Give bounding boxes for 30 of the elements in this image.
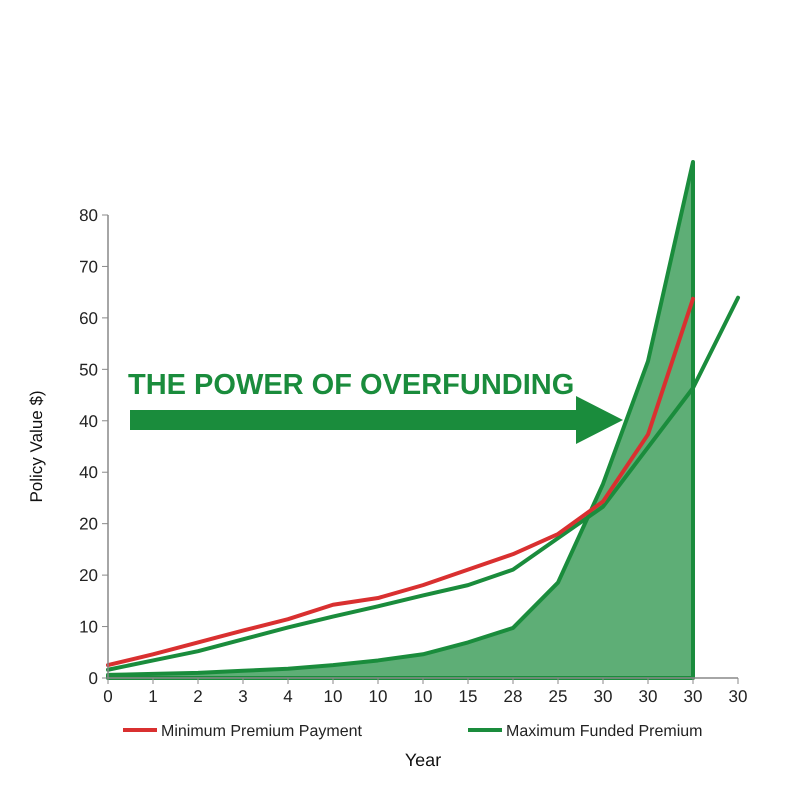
text: 60: [79, 308, 98, 328]
x-tick-label: 0: [103, 687, 113, 706]
text: 40: [79, 463, 98, 482]
x-tick-label: 4: [283, 687, 293, 706]
annotation: THE POWER OF OVERFUNDING: [128, 369, 574, 401]
x-tick-label: 28: [504, 687, 522, 706]
x-tick-label: 25: [548, 687, 568, 706]
x-tick-label: 2: [193, 687, 203, 706]
x-axis-title: Year: [404, 750, 442, 770]
text: 20: [79, 566, 98, 586]
x-tick-label: 10: [324, 687, 342, 706]
y-axis-title: Policy Value $): [27, 390, 46, 503]
x-tick-label: 30: [728, 687, 748, 706]
text: 40: [79, 412, 98, 431]
text: 70: [79, 257, 98, 276]
x-tick-label: 1: [148, 687, 158, 706]
text: 20: [79, 514, 98, 534]
x-tick-label: 3: [238, 687, 248, 706]
x-tick-label: 10: [414, 687, 432, 706]
x-tick-label: 10: [368, 687, 388, 706]
text: 80: [79, 206, 98, 225]
x-tick-label: 30: [594, 687, 612, 706]
x-tick-label: 15: [458, 687, 478, 706]
legend-label: Minimum Premium Payment: [161, 723, 362, 740]
text: 0: [88, 669, 98, 688]
text: 50: [79, 360, 98, 380]
text: 10: [79, 618, 98, 637]
legend-label: Maximum Funded Premium: [506, 723, 702, 740]
x-tick-label: 30: [638, 687, 658, 706]
x-tick-label: 30: [684, 687, 702, 706]
